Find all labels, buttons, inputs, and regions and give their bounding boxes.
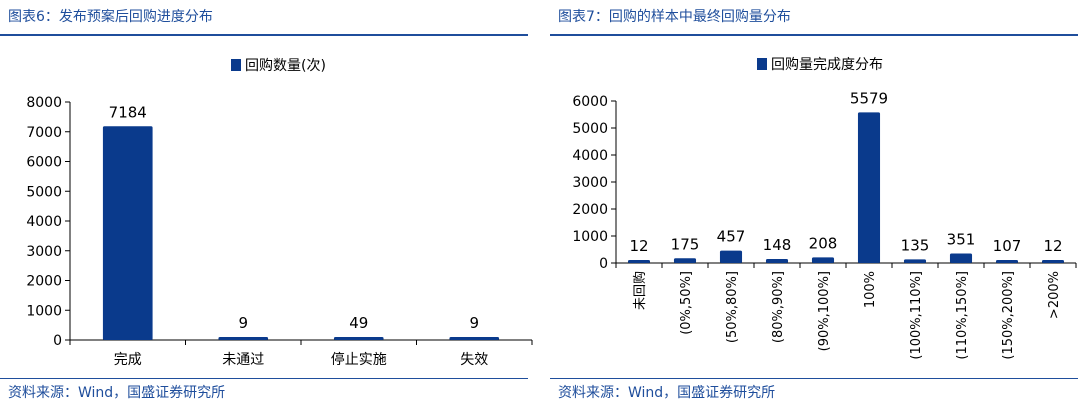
- chart-caption: 图表6：发布预案后回购进度分布: [8, 9, 213, 25]
- legend-swatch: [757, 58, 767, 70]
- bar: [765, 259, 789, 263]
- y-tick-label: 8000: [26, 95, 62, 111]
- bar-chart-progress: 回购数量(次) 8000 7000 6000 5000 4000 3000 2000 1000 0…: [26, 58, 533, 368]
- x-category-label: (80%,90%]: [771, 271, 786, 343]
- chart-panel-right: 图表7：回购的样本中最终回购量分布 回购量完成度分布 6000 5000 4000 30…: [550, 0, 1080, 412]
- y-tick-label: 1000: [26, 303, 62, 319]
- bar: [333, 337, 384, 340]
- bar: [949, 253, 973, 263]
- bar: [719, 250, 743, 263]
- bar-value-label: 12: [1043, 237, 1062, 255]
- bar-value-label: 9: [238, 314, 248, 332]
- bar-value-label: 175: [671, 235, 700, 253]
- y-tick-label: 0: [599, 256, 608, 272]
- legend-label: 回购数量(次): [245, 58, 326, 74]
- bar-value-label: 457: [717, 228, 746, 246]
- x-category-label: (50%,80%]: [725, 271, 740, 343]
- x-category-label: 未回购: [632, 271, 648, 310]
- bar: [857, 112, 881, 263]
- y-tick-label: 1000: [572, 229, 608, 245]
- x-category-label: (100%,110%]: [909, 271, 924, 360]
- bar-value-label: 7184: [109, 103, 147, 121]
- x-category-label: (90%,100%]: [817, 271, 832, 351]
- bar-value-label: 107: [993, 237, 1022, 255]
- chart-caption: 图表7：回购的样本中最终回购量分布: [558, 9, 791, 25]
- x-category-label: (110%,150%]: [955, 271, 970, 360]
- bar: [1041, 260, 1065, 263]
- bar: [811, 257, 835, 263]
- bar-value-label: 135: [901, 236, 930, 254]
- bar: [903, 259, 927, 263]
- y-tick-label: 2000: [26, 274, 62, 290]
- bar-value-label: 148: [763, 236, 792, 254]
- y-tick-label: 7000: [26, 125, 62, 141]
- bar-value-label: 9: [469, 314, 479, 332]
- x-category-label: (150%,200%]: [1001, 271, 1016, 360]
- chart-panel-left: 图表6：发布预案后回购进度分布 回购数量(次) 8000 7000 6000 5000 4…: [0, 0, 533, 412]
- bar: [627, 260, 651, 263]
- bar-value-label: 5579: [850, 89, 888, 107]
- caption-divider: [550, 34, 1078, 36]
- source-divider: [550, 378, 1078, 379]
- x-category-label: (0%,50%]: [679, 271, 694, 335]
- caption-divider: [0, 34, 528, 36]
- bar-value-label: 12: [629, 237, 648, 255]
- bar: [673, 258, 697, 263]
- y-tick-label: 6000: [572, 94, 608, 110]
- bar: [218, 337, 269, 340]
- bar-value-label: 351: [947, 231, 976, 249]
- y-tick-label: 4000: [26, 214, 62, 230]
- source-note: 资料来源：Wind，国盛证券研究所: [8, 385, 226, 401]
- bar-chart-completion: 回购量完成度分布 6000 5000 4000 3000 2000 1000 0 12 未回购 17…: [572, 57, 1077, 360]
- legend-swatch: [231, 59, 241, 71]
- source-note: 资料来源：Wind，国盛证券研究所: [558, 385, 776, 401]
- bar: [449, 337, 500, 340]
- y-tick-label: 4000: [572, 148, 608, 164]
- y-tick-label: 2000: [572, 202, 608, 218]
- y-tick-label: 5000: [26, 184, 62, 200]
- y-tick-label: 0: [53, 333, 62, 349]
- bar-value-label: 49: [349, 314, 368, 332]
- x-category-label: 100%: [863, 271, 878, 308]
- x-category-label: 完成: [114, 352, 142, 368]
- bar: [102, 126, 153, 340]
- y-tick-label: 3000: [26, 244, 62, 260]
- source-divider: [0, 378, 528, 379]
- x-category-label: 失效: [460, 352, 488, 368]
- x-category-label: 未通过: [222, 352, 264, 368]
- y-tick-label: 3000: [572, 175, 608, 191]
- x-category-label: 停止实施: [331, 351, 387, 368]
- bar-value-label: 208: [809, 234, 838, 252]
- legend-label: 回购量完成度分布: [771, 57, 883, 73]
- y-tick-label: 6000: [26, 155, 62, 171]
- y-tick-label: 5000: [572, 121, 608, 137]
- x-category-label: >200%: [1047, 271, 1062, 319]
- bar: [995, 260, 1019, 263]
